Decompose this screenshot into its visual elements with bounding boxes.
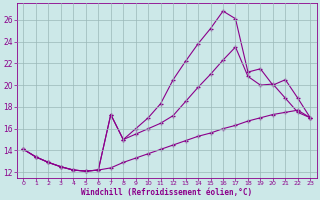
X-axis label: Windchill (Refroidissement éolien,°C): Windchill (Refroidissement éolien,°C)	[81, 188, 252, 197]
